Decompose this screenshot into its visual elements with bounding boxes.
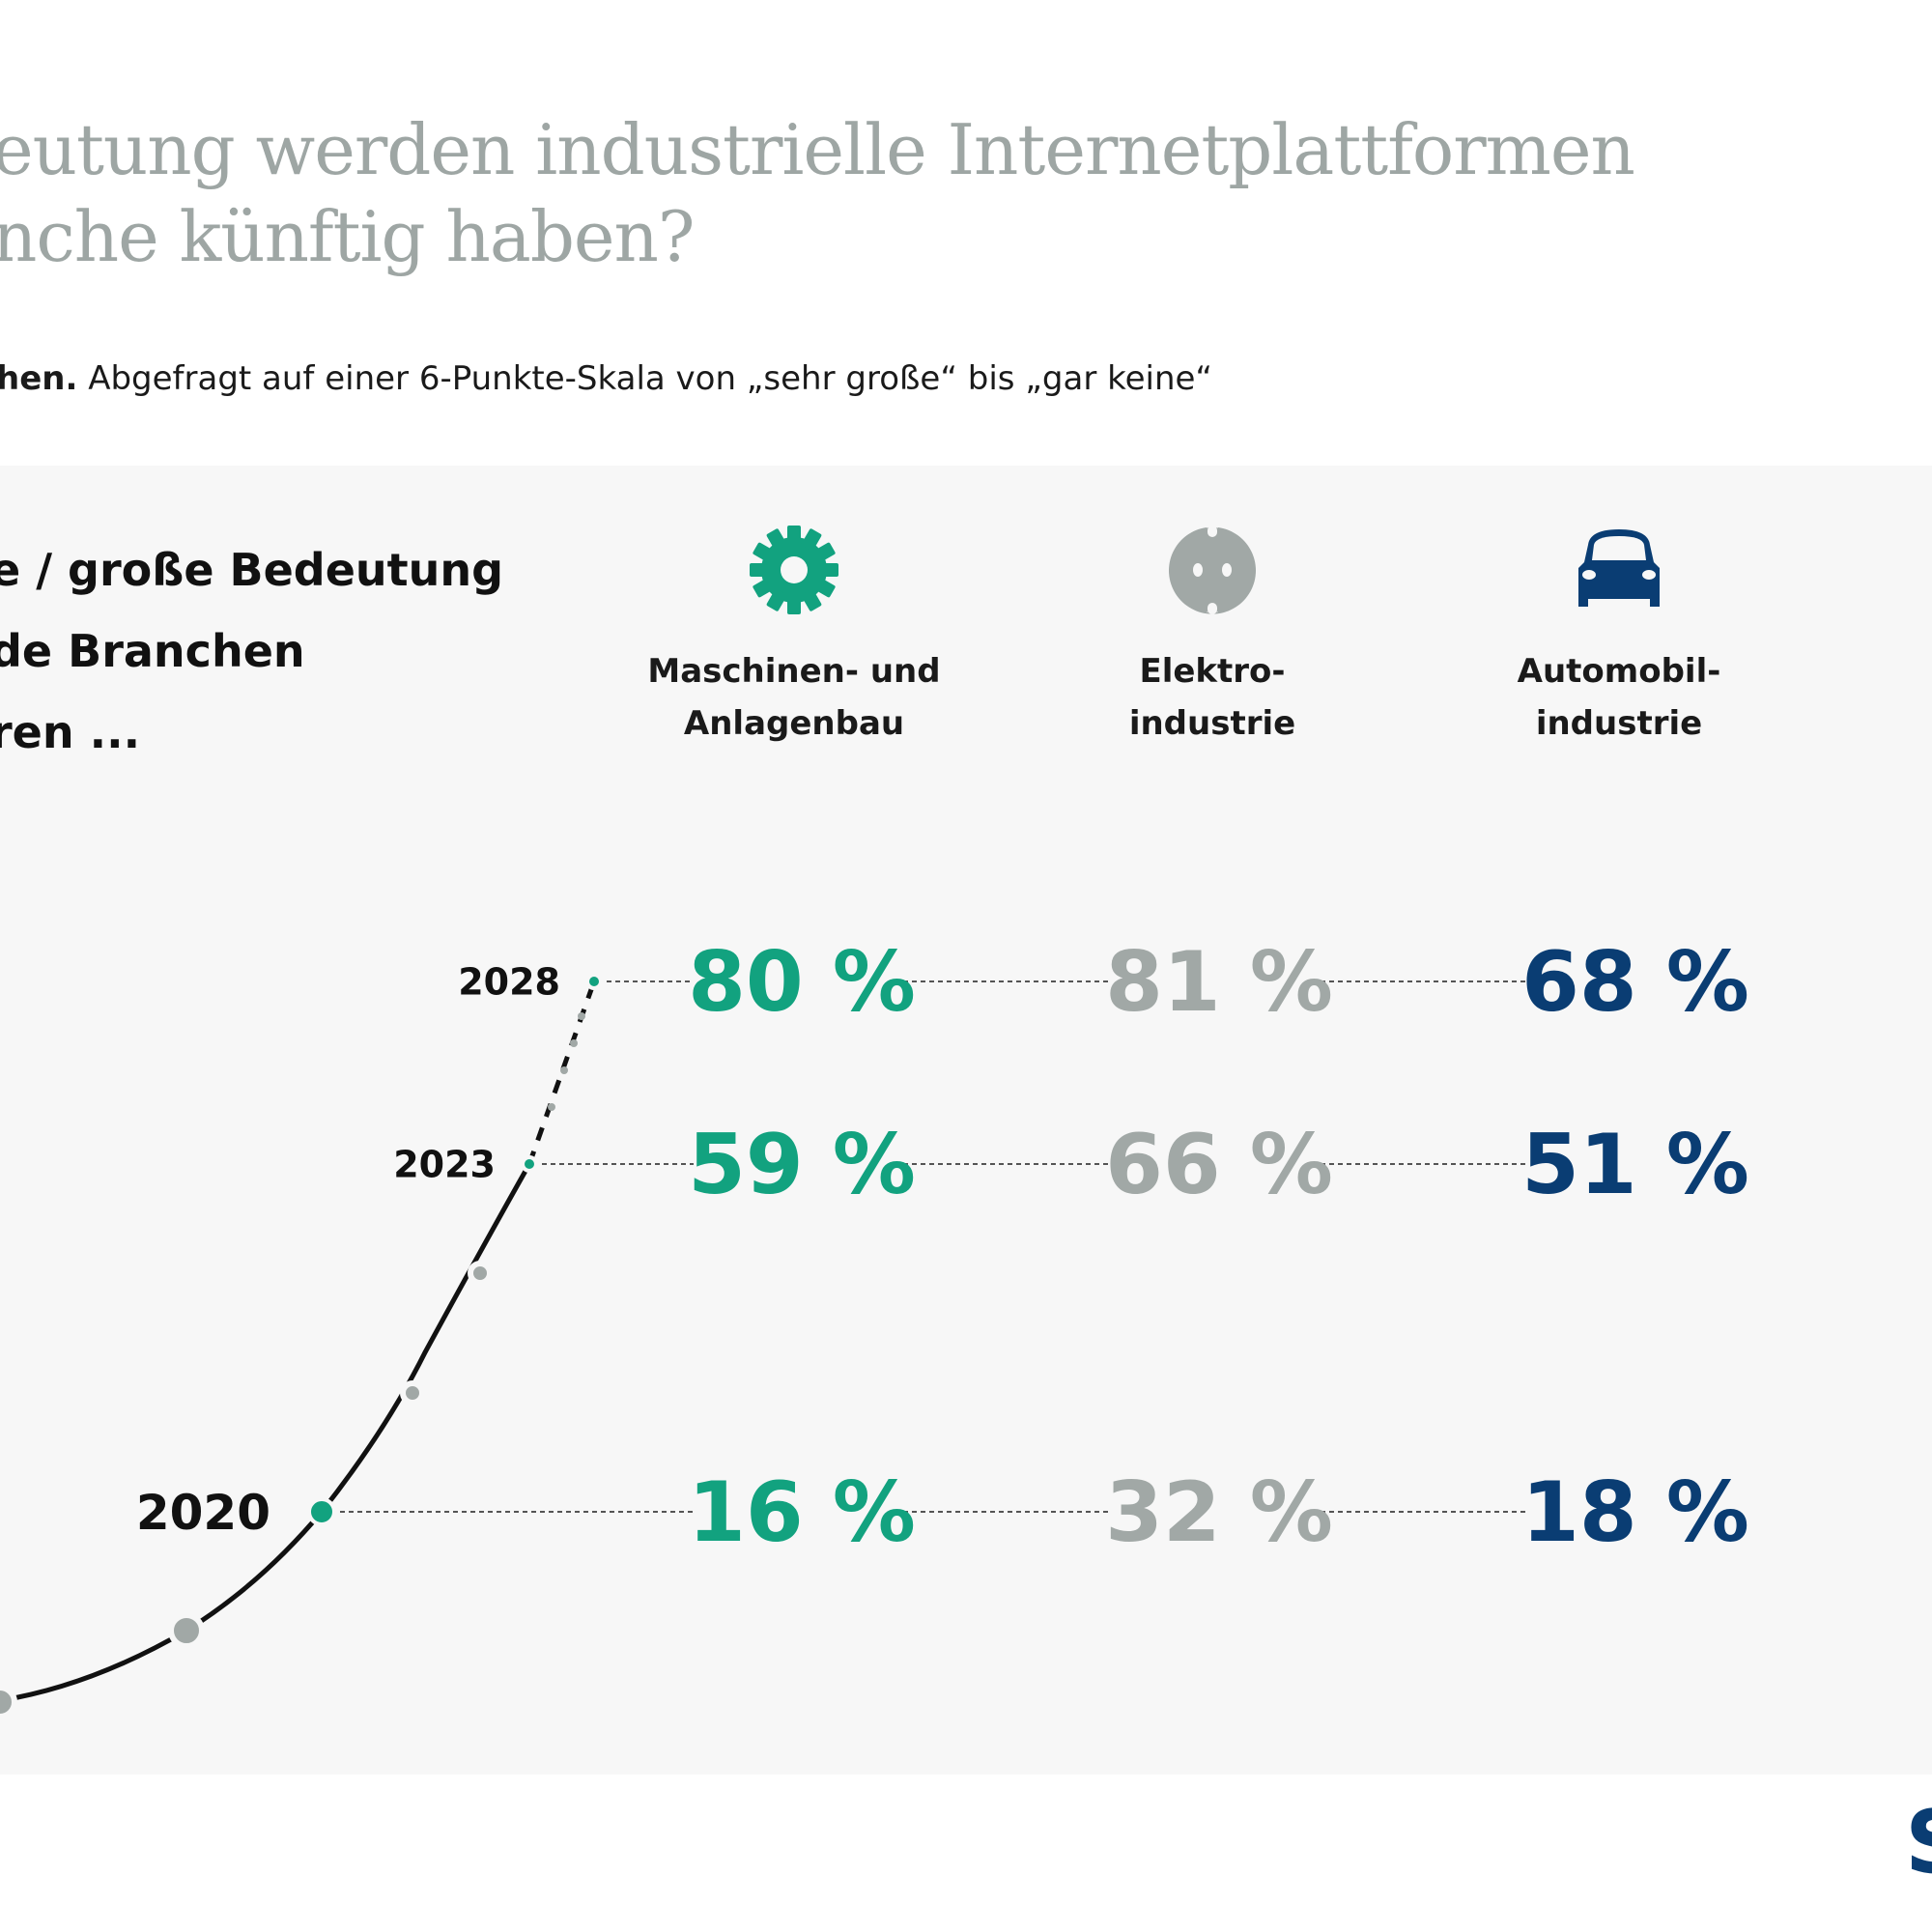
column-header-maschinenbau: Maschinen- und Anlagenbau <box>630 522 958 750</box>
timeline-marker-small <box>578 1012 585 1020</box>
value-label: 51 % <box>1521 1117 1749 1213</box>
year-label-2028: 2028 <box>458 961 560 1004</box>
timeline-curve <box>0 1162 532 1703</box>
chart-panel <box>0 466 1932 1775</box>
column-header-automobil: Automobil- industrie <box>1455 522 1783 750</box>
timeline-marker <box>400 1380 425 1406</box>
value-label: 18 % <box>1521 1464 1749 1561</box>
timeline-marker-small <box>548 1103 555 1111</box>
question-line-3: ren ... <box>0 706 141 758</box>
column-label-line-1: Automobil- <box>1517 652 1721 691</box>
year-label-2023: 2023 <box>393 1144 496 1186</box>
year-marker-2020 <box>307 1497 336 1526</box>
year-marker-2023 <box>521 1155 538 1173</box>
timeline-marker-small <box>560 1066 568 1074</box>
year-label-2020: 2020 <box>136 1485 270 1541</box>
column-label-line-2: industrie <box>1128 704 1296 743</box>
value-label: 59 % <box>688 1117 916 1213</box>
title-line-1: eutung werden industrielle Internetplatt… <box>0 109 1635 190</box>
title-line-2: nche künftig haben? <box>0 196 695 277</box>
power-socket-icon <box>1169 526 1256 614</box>
subtitle-text: Abgefragt auf einer 6-Punkte-Skala von „… <box>77 359 1213 398</box>
timeline-projection <box>526 980 597 1165</box>
value-label: 32 % <box>1105 1464 1333 1561</box>
timeline-marker <box>468 1261 493 1286</box>
value-label: 81 % <box>1105 934 1333 1031</box>
timeline-marker <box>0 1685 17 1719</box>
chart-subtitle: hen. Abgefragt auf einer 6-Punkte-Skala … <box>0 359 1212 398</box>
column-label-line-2: Anlagenbau <box>683 704 905 743</box>
brand-logo: S <box>1905 1792 1932 1893</box>
year-marker-2028 <box>585 973 603 990</box>
chart-title: eutung werden industrielle Internetplatt… <box>0 106 1635 280</box>
car-icon <box>1578 529 1660 607</box>
question-line-1: e / große Bedeutung <box>0 544 504 596</box>
column-label-line-1: Maschinen- und <box>647 652 941 691</box>
value-label: 16 % <box>688 1464 916 1561</box>
gear-icon <box>750 526 838 614</box>
value-label: 66 % <box>1105 1117 1333 1213</box>
timeline-marker-small <box>570 1039 578 1047</box>
value-label: 68 % <box>1521 934 1749 1031</box>
question-line-2: de Branchen <box>0 625 305 677</box>
column-label-line-2: industrie <box>1535 704 1703 743</box>
question-text: e / große Bedeutung de Branchen ren ... <box>0 529 503 773</box>
timeline-marker <box>168 1612 205 1649</box>
subtitle-bold: hen. <box>0 359 78 398</box>
column-header-elektro: Elektro- industrie <box>1048 522 1377 750</box>
value-label: 80 % <box>688 934 916 1031</box>
column-label-line-1: Elektro- <box>1139 652 1286 691</box>
